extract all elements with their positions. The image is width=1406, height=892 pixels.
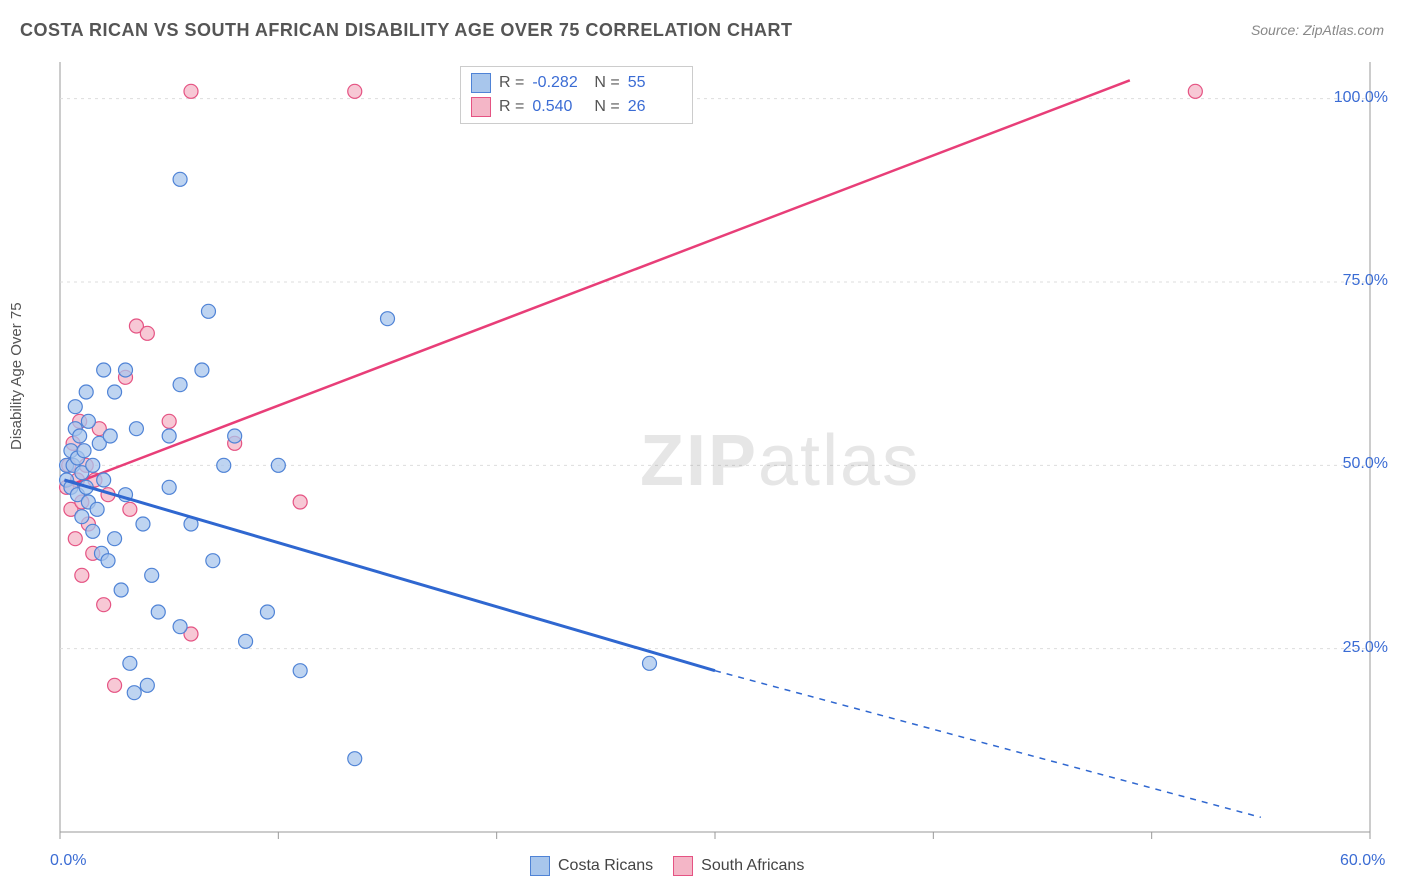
- x-tick-label: 0.0%: [50, 852, 86, 870]
- stat-n-value: 55: [628, 74, 682, 92]
- y-tick-label: 25.0%: [1343, 639, 1388, 657]
- chart-legend: Costa Ricans South Africans: [530, 856, 804, 876]
- stat-r-label: R =: [499, 98, 524, 116]
- stat-n-value: 26: [628, 98, 682, 116]
- swatch-icon: [673, 856, 693, 876]
- stat-r-label: R =: [499, 74, 524, 92]
- y-tick-label: 50.0%: [1343, 455, 1388, 473]
- stat-row-south-africans: R = 0.540 N = 26: [471, 95, 682, 119]
- stat-n-label: N =: [594, 74, 619, 92]
- legend-label: Costa Ricans: [558, 857, 653, 875]
- swatch-icon: [471, 97, 491, 117]
- legend-item-costa-ricans: Costa Ricans: [530, 856, 653, 876]
- swatch-icon: [471, 73, 491, 93]
- swatch-icon: [530, 856, 550, 876]
- legend-label: South Africans: [701, 857, 804, 875]
- stat-row-costa-ricans: R = -0.282 N = 55: [471, 71, 682, 95]
- y-tick-label: 100.0%: [1334, 89, 1388, 107]
- chart-container: COSTA RICAN VS SOUTH AFRICAN DISABILITY …: [0, 0, 1406, 892]
- y-tick-label: 75.0%: [1343, 272, 1388, 290]
- correlation-stats-box: R = -0.282 N = 55 R = 0.540 N = 26: [460, 66, 693, 124]
- scatter-chart-svg: [0, 0, 1406, 892]
- x-tick-label: 60.0%: [1340, 852, 1385, 870]
- stat-r-value: 0.540: [532, 98, 586, 116]
- legend-item-south-africans: South Africans: [673, 856, 804, 876]
- stat-r-value: -0.282: [532, 74, 586, 92]
- stat-n-label: N =: [594, 98, 619, 116]
